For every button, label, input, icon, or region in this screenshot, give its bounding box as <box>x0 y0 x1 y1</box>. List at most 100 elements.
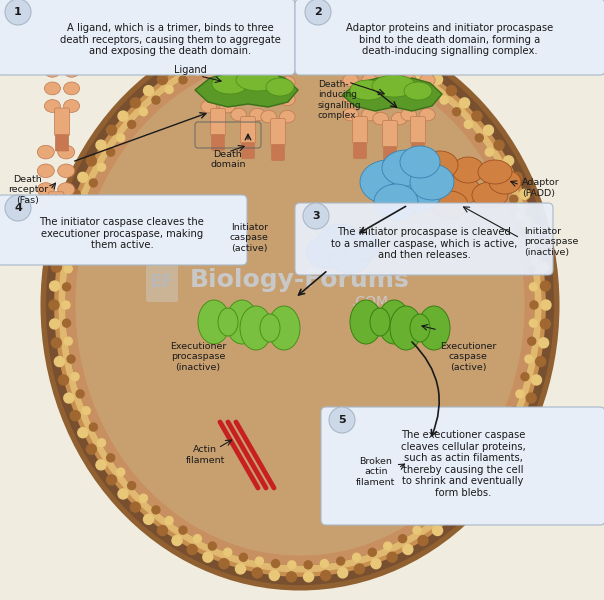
Circle shape <box>208 542 216 550</box>
Circle shape <box>158 526 167 535</box>
Circle shape <box>117 468 125 476</box>
Ellipse shape <box>261 110 277 123</box>
Circle shape <box>521 229 529 238</box>
Circle shape <box>321 43 329 50</box>
Circle shape <box>528 337 536 345</box>
Ellipse shape <box>350 300 382 344</box>
FancyBboxPatch shape <box>54 108 69 136</box>
Ellipse shape <box>362 91 377 104</box>
Circle shape <box>336 45 345 53</box>
Ellipse shape <box>318 224 362 256</box>
Circle shape <box>172 536 182 545</box>
Circle shape <box>82 195 90 203</box>
Circle shape <box>236 564 245 574</box>
Ellipse shape <box>478 160 512 184</box>
Ellipse shape <box>472 182 508 208</box>
Ellipse shape <box>45 100 60 112</box>
Ellipse shape <box>306 236 350 268</box>
Ellipse shape <box>76 55 524 555</box>
FancyBboxPatch shape <box>211 109 225 136</box>
Circle shape <box>98 163 106 171</box>
Ellipse shape <box>212 74 248 94</box>
Circle shape <box>336 557 345 565</box>
Ellipse shape <box>343 91 358 104</box>
Circle shape <box>54 244 65 253</box>
Circle shape <box>64 337 72 345</box>
Circle shape <box>536 244 545 253</box>
Ellipse shape <box>218 308 238 336</box>
Circle shape <box>165 517 173 524</box>
Circle shape <box>219 559 229 569</box>
Circle shape <box>460 98 469 108</box>
Circle shape <box>118 111 128 121</box>
Circle shape <box>152 506 160 514</box>
Circle shape <box>539 262 548 272</box>
Ellipse shape <box>390 172 442 212</box>
Text: A ligand, which is a trimer, binds to three
death receptors, causing them to agg: A ligand, which is a trimer, binds to th… <box>60 23 280 56</box>
Ellipse shape <box>201 66 216 79</box>
Ellipse shape <box>420 74 435 86</box>
Circle shape <box>269 571 279 581</box>
Circle shape <box>512 428 522 437</box>
Circle shape <box>172 64 182 74</box>
Circle shape <box>51 338 62 348</box>
Circle shape <box>272 560 280 568</box>
Circle shape <box>541 281 550 291</box>
Ellipse shape <box>420 91 435 104</box>
FancyBboxPatch shape <box>295 203 553 275</box>
Ellipse shape <box>330 243 370 273</box>
Circle shape <box>304 572 313 582</box>
Circle shape <box>286 28 297 38</box>
FancyBboxPatch shape <box>48 192 64 221</box>
Ellipse shape <box>344 232 380 260</box>
Circle shape <box>255 557 263 565</box>
Circle shape <box>130 502 140 512</box>
Circle shape <box>144 514 153 524</box>
Circle shape <box>304 28 313 38</box>
Ellipse shape <box>418 306 450 350</box>
Circle shape <box>464 482 472 490</box>
Ellipse shape <box>401 74 416 86</box>
Ellipse shape <box>45 82 60 95</box>
Circle shape <box>440 96 448 104</box>
Circle shape <box>530 283 538 291</box>
Ellipse shape <box>64 43 536 567</box>
Circle shape <box>165 85 173 94</box>
Ellipse shape <box>231 109 246 121</box>
Circle shape <box>504 156 513 166</box>
Text: The initiator procaspase is cleaved
to a smaller caspase, which is active,
and t: The initiator procaspase is cleaved to a… <box>331 227 517 260</box>
Ellipse shape <box>280 93 295 106</box>
Text: Actin
filament: Actin filament <box>185 445 225 464</box>
Text: Ligand: Ligand <box>173 65 207 75</box>
Ellipse shape <box>370 308 390 336</box>
Ellipse shape <box>37 145 54 159</box>
FancyBboxPatch shape <box>295 0 604 75</box>
Circle shape <box>530 301 538 309</box>
Ellipse shape <box>249 109 265 121</box>
Ellipse shape <box>198 300 230 344</box>
Ellipse shape <box>266 78 294 96</box>
Ellipse shape <box>44 23 556 587</box>
Ellipse shape <box>236 69 280 91</box>
Text: 4: 4 <box>14 203 22 213</box>
FancyBboxPatch shape <box>146 262 178 302</box>
Circle shape <box>203 552 213 562</box>
Text: Broken
actin
filament: Broken actin filament <box>356 457 396 487</box>
Text: Adaptor proteins and initiator procaspase
bind to the death domain, forming a
de: Adaptor proteins and initiator procaspas… <box>346 23 554 56</box>
Circle shape <box>67 247 75 255</box>
Circle shape <box>384 60 391 68</box>
Circle shape <box>219 41 229 52</box>
Circle shape <box>452 108 461 116</box>
Text: 1: 1 <box>14 7 22 17</box>
Circle shape <box>503 179 510 187</box>
Text: Executioner
caspase
(active): Executioner caspase (active) <box>440 342 496 372</box>
FancyBboxPatch shape <box>0 195 247 265</box>
Circle shape <box>70 410 80 421</box>
Ellipse shape <box>401 91 416 104</box>
Text: 2: 2 <box>314 7 322 17</box>
Circle shape <box>223 548 232 556</box>
Circle shape <box>187 544 197 554</box>
Circle shape <box>106 475 117 485</box>
Circle shape <box>475 134 483 142</box>
Circle shape <box>519 410 530 421</box>
